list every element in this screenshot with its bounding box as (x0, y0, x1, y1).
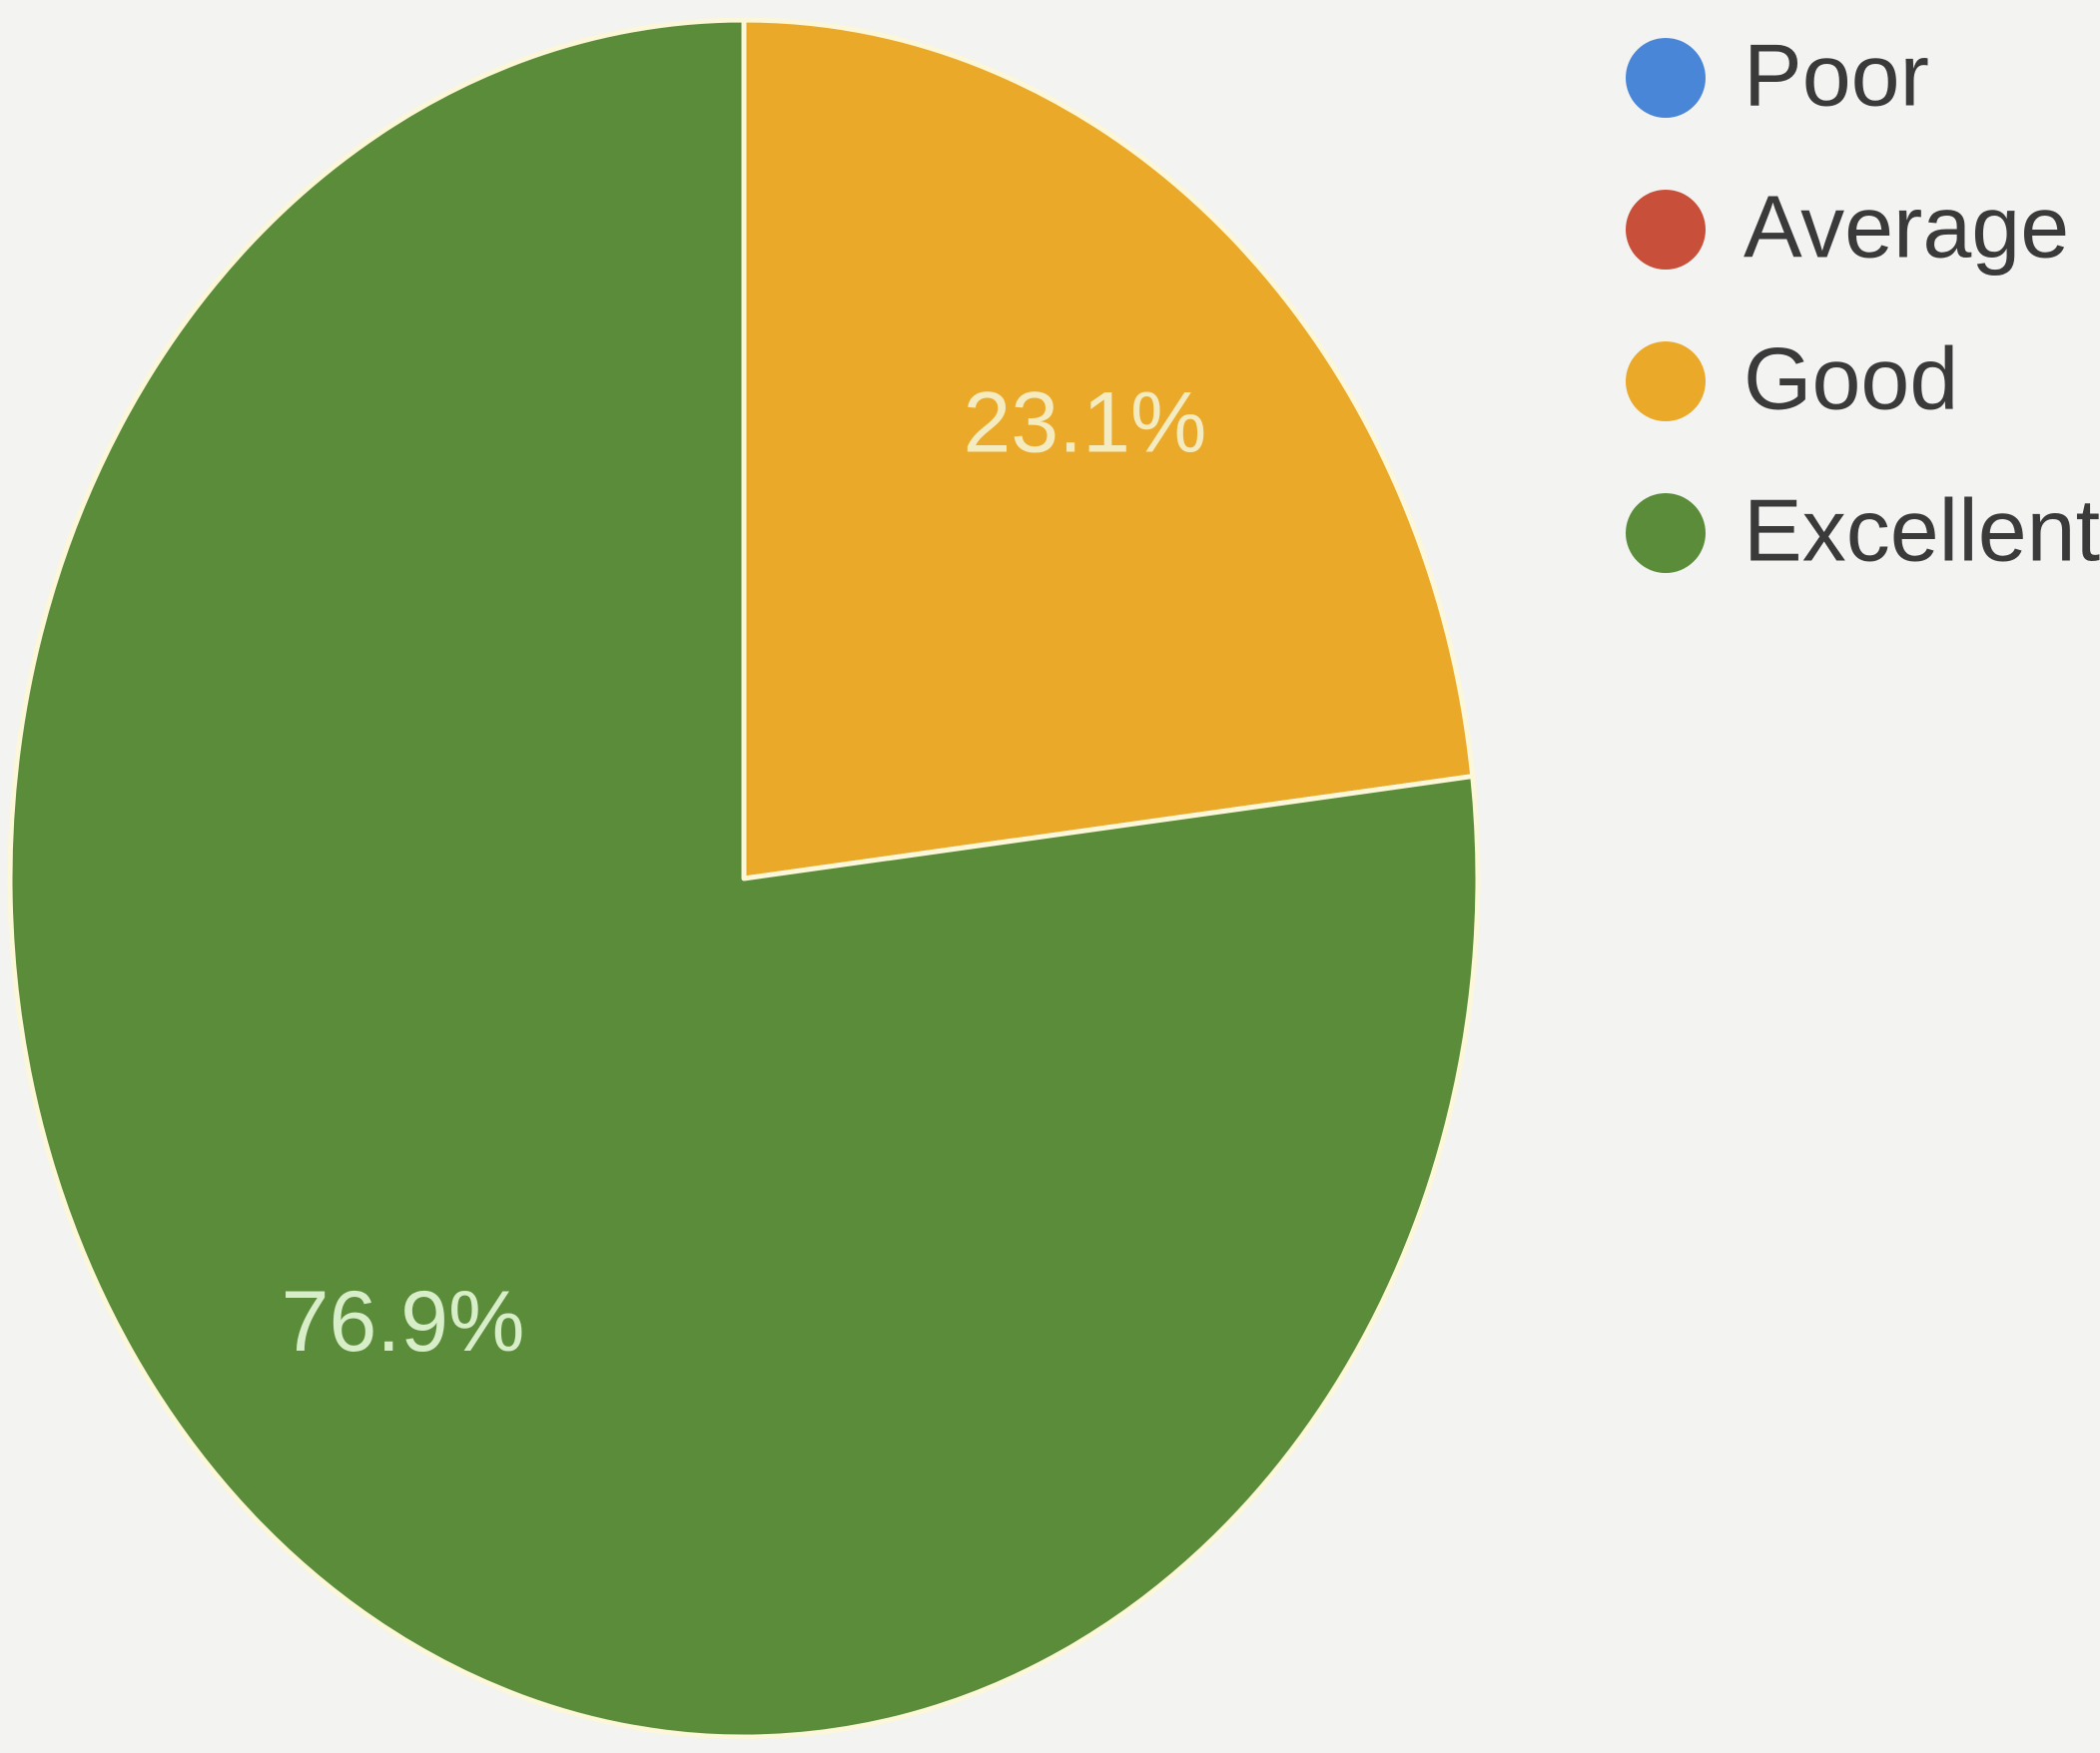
legend-label-good: Good (1744, 328, 1958, 427)
data-label-excellent: 76.9% (282, 1274, 525, 1370)
pie-slice-good (741, 17, 1476, 881)
legend-swatch-good (1626, 341, 1706, 421)
pie-slice-excellent (7, 17, 1481, 1740)
pie-slices (7, 17, 1481, 1740)
legend-swatch-poor (1626, 38, 1706, 118)
legend-swatch-average (1626, 190, 1706, 270)
legend-label-average: Average (1744, 177, 2069, 276)
legend-label-poor: Poor (1744, 25, 1929, 124)
legend-swatch-excellent (1626, 493, 1706, 573)
legend-label-excellent: Excellent (1744, 480, 2100, 579)
data-label-good: 23.1% (964, 374, 1207, 470)
legend: Poor Average Good Excellent (1626, 25, 2100, 579)
pie-data-labels: 23.1% 76.9% (282, 374, 1207, 1370)
